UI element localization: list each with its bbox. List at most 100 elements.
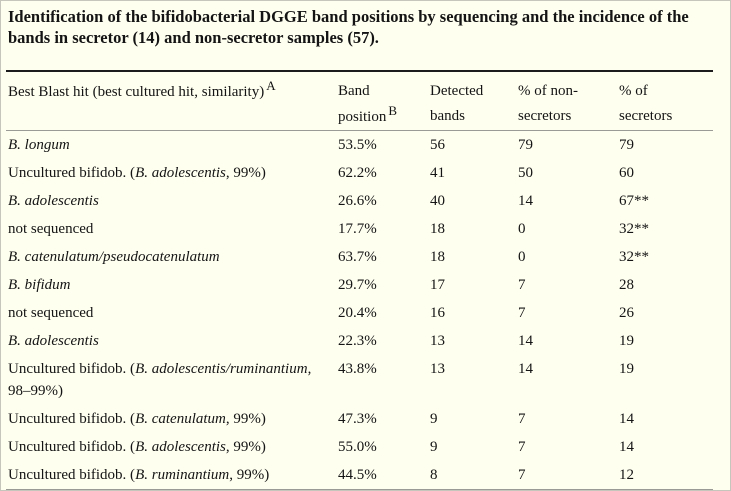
- best-blast-hit-cell: B. longum: [6, 134, 338, 156]
- table-row: B. adolescentis 22.3% 13 14 19: [6, 327, 713, 355]
- pct-non-secretors-cell: 7: [518, 467, 526, 483]
- table-row: B. catenulatum/pseudocatenulatum 63.7% 18 0…: [6, 243, 713, 271]
- band-position-cell: 17.7%: [338, 221, 377, 237]
- footnote-marker-b: B: [388, 103, 398, 118]
- detected-bands-cell: 41: [430, 165, 445, 181]
- pct-non-secretors-cell: 0: [518, 221, 526, 237]
- footnote-marker-a: A: [266, 78, 276, 93]
- species-name: B. adolescentis/ruminantium: [135, 361, 308, 377]
- band-position-cell: 63.7%: [338, 249, 377, 265]
- pct-secretors-cell: 12: [619, 467, 634, 483]
- band-position-cell: 22.3%: [338, 333, 377, 349]
- blast-hit-text: Uncultured bifidob. (: [8, 361, 136, 377]
- blast-hit-text: , 99%): [225, 439, 266, 455]
- species-name: B. longum: [8, 137, 70, 153]
- pct-secretors-cell: 19: [619, 333, 634, 349]
- detected-bands-cell: 13: [430, 361, 445, 377]
- detected-bands-cell: 40: [430, 193, 445, 209]
- table-row: B. longum 53.5% 56 79 79: [6, 131, 713, 159]
- pct-secretors-cell: 32**: [619, 249, 649, 265]
- band-position-cell: 47.3%: [338, 411, 377, 427]
- best-blast-hit-cell: not sequenced: [6, 218, 338, 240]
- detected-bands-cell: 8: [430, 467, 438, 483]
- blast-hit-text: , 99%): [229, 467, 270, 483]
- best-blast-hit-cell: B. adolescentis: [6, 330, 338, 352]
- header-pct-secretors: % of secretors: [619, 79, 713, 130]
- pct-non-secretors-cell: 79: [518, 137, 533, 153]
- blast-hit-text: not sequenced: [8, 221, 94, 237]
- pct-non-secretors-cell: 14: [518, 333, 533, 349]
- table-row: not sequenced 20.4% 16 7 26: [6, 299, 713, 327]
- band-position-cell: 53.5%: [338, 137, 377, 153]
- pct-secretors-cell: 28: [619, 277, 634, 293]
- pct-non-secretors-cell: 0: [518, 249, 526, 265]
- pct-non-secretors-cell: 7: [518, 411, 526, 427]
- species-name: B. adolescentis: [135, 439, 226, 455]
- best-blast-hit-cell: not sequenced: [6, 302, 338, 324]
- species-name: B. catenulatum/pseudocatenulatum: [8, 249, 220, 265]
- best-blast-hit-cell: Uncultured bifidob. (B. catenulatum, 99%…: [6, 408, 338, 430]
- best-blast-hit-cell: Uncultured bifidob. (B. adolescentis/rum…: [6, 358, 338, 402]
- pct-secretors-cell: 32**: [619, 221, 649, 237]
- pct-secretors-cell: 67**: [619, 193, 649, 209]
- header-detected-bands-label: Detected bands: [430, 83, 484, 124]
- header-bottom-rule: [6, 130, 713, 131]
- header-pct-non-secretors-label: % of non-secretors: [518, 83, 578, 124]
- species-name: B. adolescentis: [8, 333, 99, 349]
- detected-bands-cell: 17: [430, 277, 445, 293]
- header-pct-non-secretors: % of non-secretors: [518, 79, 619, 130]
- detected-bands-cell: 18: [430, 249, 445, 265]
- pct-secretors-cell: 14: [619, 411, 634, 427]
- table-row: Uncultured bifidob. (B. ruminantium, 99%…: [6, 461, 713, 489]
- blast-hit-text: Uncultured bifidob. (: [8, 165, 136, 181]
- header-best-blast-hit: Best Blast hit (best cultured hit, simil…: [6, 78, 338, 130]
- table-row: B. adolescentis 26.6% 40 14 67**: [6, 187, 713, 215]
- band-position-cell: 29.7%: [338, 277, 377, 293]
- band-position-cell: 43.8%: [338, 361, 377, 377]
- detected-bands-cell: 9: [430, 439, 438, 455]
- blast-hit-text: , 99%): [225, 411, 266, 427]
- table-body: B. longum 53.5% 56 79 79 Uncultured bifidob. …: [6, 131, 713, 489]
- table-row: not sequenced 17.7% 18 0 32**: [6, 215, 713, 243]
- table-row: Uncultured bifidob. (B. adolescentis, 99…: [6, 433, 713, 461]
- best-blast-hit-cell: B. catenulatum/pseudocatenulatum: [6, 246, 338, 268]
- pct-non-secretors-cell: 7: [518, 277, 526, 293]
- best-blast-hit-cell: B. bifidum: [6, 274, 338, 296]
- table-caption: Identification of the bifidobacterial DG…: [8, 7, 689, 47]
- species-name: B. adolescentis: [8, 193, 99, 209]
- blast-hit-text: , 99%): [225, 165, 266, 181]
- table-row: Uncultured bifidob. (B. adolescentis, 99…: [6, 159, 713, 187]
- band-position-cell: 44.5%: [338, 467, 377, 483]
- detected-bands-cell: 18: [430, 221, 445, 237]
- pct-non-secretors-cell: 7: [518, 439, 526, 455]
- header-detected-bands: Detected bands: [430, 79, 518, 130]
- header-band-position: Band position B: [338, 79, 430, 130]
- blast-hit-text: Uncultured bifidob. (: [8, 439, 136, 455]
- table-row: B. bifidum 29.7% 17 7 28: [6, 271, 713, 299]
- detected-bands-cell: 56: [430, 137, 445, 153]
- band-position-cell: 55.0%: [338, 439, 377, 455]
- pct-non-secretors-cell: 50: [518, 165, 533, 181]
- band-position-cell: 20.4%: [338, 305, 377, 321]
- table-row: Uncultured bifidob. (B. adolescentis/rum…: [6, 355, 713, 405]
- pct-secretors-cell: 14: [619, 439, 634, 455]
- pct-non-secretors-cell: 14: [518, 361, 533, 377]
- blast-hit-text: Uncultured bifidob. (: [8, 411, 136, 427]
- pct-non-secretors-cell: 14: [518, 193, 533, 209]
- blast-hit-text: not sequenced: [8, 305, 94, 321]
- table-header-row: Best Blast hit (best cultured hit, simil…: [6, 72, 713, 130]
- band-position-cell: 26.6%: [338, 193, 377, 209]
- table-top-rule: [6, 70, 713, 72]
- band-position-cell: 62.2%: [338, 165, 377, 181]
- pct-secretors-cell: 19: [619, 361, 634, 377]
- blast-hit-text: , 98–99%): [8, 361, 312, 399]
- species-name: B. adolescentis: [135, 165, 226, 181]
- detected-bands-cell: 16: [430, 305, 445, 321]
- pct-secretors-cell: 79: [619, 137, 634, 153]
- pct-secretors-cell: 60: [619, 165, 634, 181]
- table-row: Uncultured bifidob. (B. catenulatum, 99%…: [6, 405, 713, 433]
- table-figure: Identification of the bifidobacterial DG…: [1, 6, 730, 490]
- header-best-blast-hit-label: Best Blast hit (best cultured hit, simil…: [8, 84, 265, 100]
- detected-bands-cell: 9: [430, 411, 438, 427]
- blast-hit-text: Uncultured bifidob. (: [8, 467, 136, 483]
